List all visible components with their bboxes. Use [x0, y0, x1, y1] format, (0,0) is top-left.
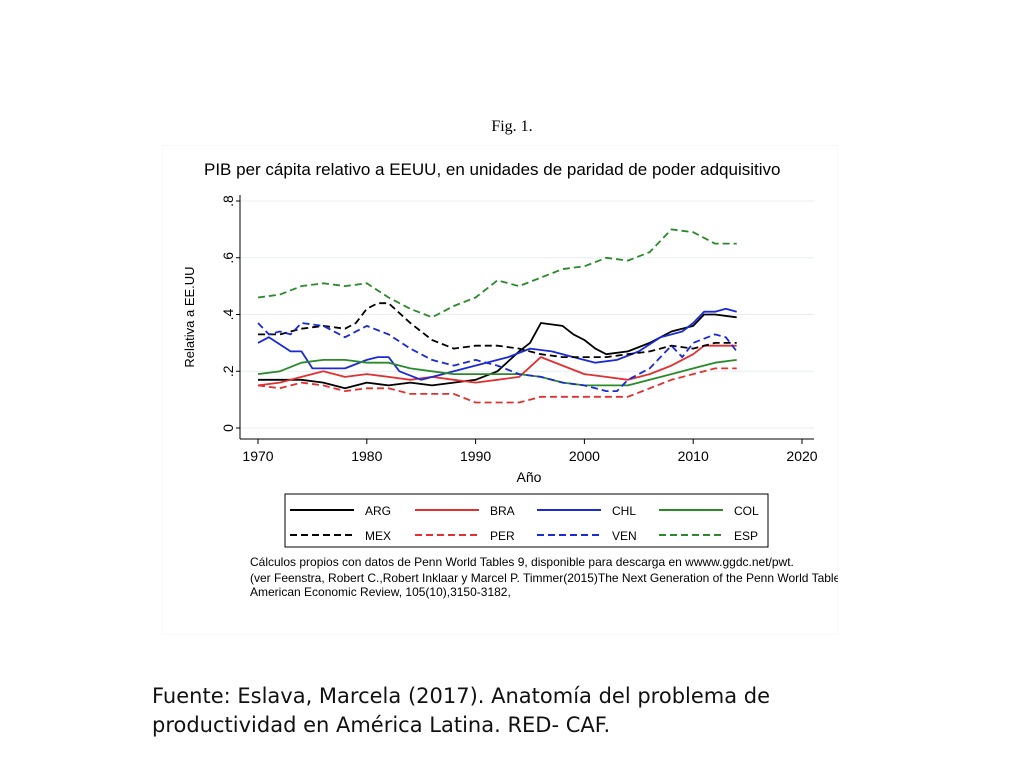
- legend-box: [284, 493, 769, 548]
- y-tick-label-2: .4: [220, 308, 236, 320]
- axes: 0 .2 .4 .6 .8 1970 1980 1990 2000 2010 2020: [220, 195, 818, 464]
- legend-label-chl: CHL: [612, 504, 636, 518]
- x-tick-label-3: 2000: [569, 448, 600, 464]
- series-line-col: [257, 358, 737, 387]
- x-tick-label-2: 1990: [460, 448, 491, 464]
- legend-label-arg: ARG: [365, 504, 391, 518]
- legend-label-bra: BRA: [490, 504, 515, 518]
- legend-items: ARG BRA CHL COL MEX PER VEN ESP: [290, 504, 759, 543]
- x-tick-label-0: 1970: [242, 448, 273, 464]
- chart-note-line1: Cálculos propios con datos de Penn World…: [250, 555, 794, 569]
- series-line-per: [257, 367, 737, 404]
- plot-area: 0 .2 .4 .6 .8 1970 1980 1990 2000 2010 2020: [220, 195, 818, 464]
- source-citation: Fuente: Eslava, Marcela (2017). Anatomía…: [152, 682, 912, 740]
- legend-label-col: COL: [734, 504, 759, 518]
- y-tick-label-4: .8: [220, 195, 236, 207]
- source-line-1: Fuente: Eslava, Marcela (2017). Anatomía…: [152, 684, 771, 708]
- x-tick-label-1: 1980: [351, 448, 382, 464]
- series-line-ven: [257, 322, 738, 393]
- series-line-arg: [258, 313, 737, 390]
- figure-label: Fig. 1.: [491, 118, 533, 135]
- x-tick-label-5: 2020: [786, 448, 817, 464]
- legend: ARG BRA CHL COL MEX PER VEN ESP: [284, 493, 769, 548]
- y-tick-label-1: .2: [220, 365, 236, 377]
- chart-note-line3: American Economic Review, 105(10),3150-3…: [250, 585, 511, 599]
- plot-background: [240, 195, 814, 439]
- legend-label-per: PER: [490, 529, 515, 543]
- x-axis-label: Año: [517, 469, 542, 485]
- chart-title: PIB per cápita relativo a EEUU, en unida…: [204, 160, 780, 179]
- series-line-bra: [257, 344, 737, 387]
- y-tick-label-0: 0: [220, 424, 236, 432]
- series-line-mex: [258, 302, 737, 359]
- series-layer: [257, 228, 738, 404]
- x-tick-label-4: 2010: [678, 448, 709, 464]
- chart-note-line2: (ver Feenstra, Robert C.,Robert Inklaar …: [250, 571, 838, 585]
- legend-label-mex: MEX: [365, 529, 391, 543]
- legend-label-ven: VEN: [612, 529, 637, 543]
- y-tick-label-3: .6: [220, 252, 236, 264]
- series-line-esp: [257, 228, 737, 319]
- chart: PIB per cápita relativo a EEUU, en unida…: [162, 145, 838, 635]
- source-line-2: productividad en América Latina. RED- CA…: [152, 713, 611, 737]
- legend-label-esp: ESP: [734, 529, 758, 543]
- y-axis-label: Relativa a EE.UU: [182, 266, 197, 367]
